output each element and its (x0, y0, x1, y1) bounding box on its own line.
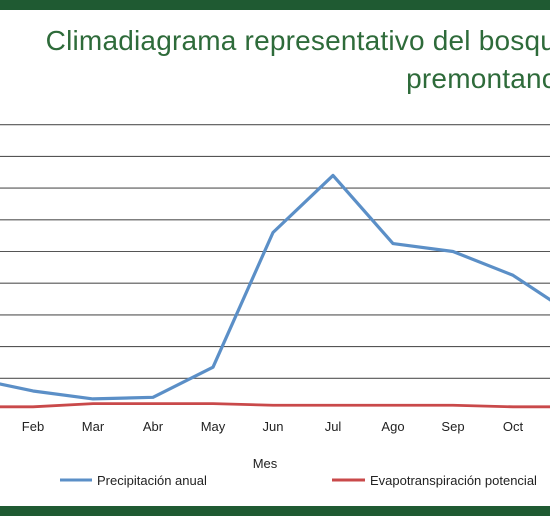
series-line-evapotranspiracion (0, 402, 550, 409)
x-tick-label: Sep (441, 419, 464, 434)
x-tick-label: Ago (381, 419, 404, 434)
x-tick-label: Abr (143, 419, 164, 434)
top-frame-bar (0, 0, 550, 10)
x-axis-title: Mes (253, 456, 278, 471)
x-tick-labels: Feb Mar Abr May Jun Jul Ago Sep Oct (22, 419, 524, 434)
chart-title-line-2: premontanc (406, 63, 550, 94)
bottom-frame-bar (0, 506, 550, 516)
x-tick-label: Feb (22, 419, 44, 434)
chart-title: Climadiagrama representativo del bosqu p… (36, 22, 550, 98)
x-tick-label: Jun (263, 419, 284, 434)
x-tick-label: Jul (325, 419, 342, 434)
gridlines (0, 124, 550, 379)
legend-label: Evapotranspiración potencial (370, 473, 537, 488)
series-line-precipitacion (0, 173, 550, 401)
chart-title-line-1: Climadiagrama representativo del bosqu (45, 25, 550, 56)
legend: Precipitación anual Evapotranspiración po… (60, 473, 537, 488)
x-tick-label: Mar (82, 419, 105, 434)
x-tick-label: May (201, 419, 226, 434)
series-lines (0, 173, 550, 409)
legend-label: Precipitación anual (97, 473, 207, 488)
x-tick-label: Oct (503, 419, 524, 434)
